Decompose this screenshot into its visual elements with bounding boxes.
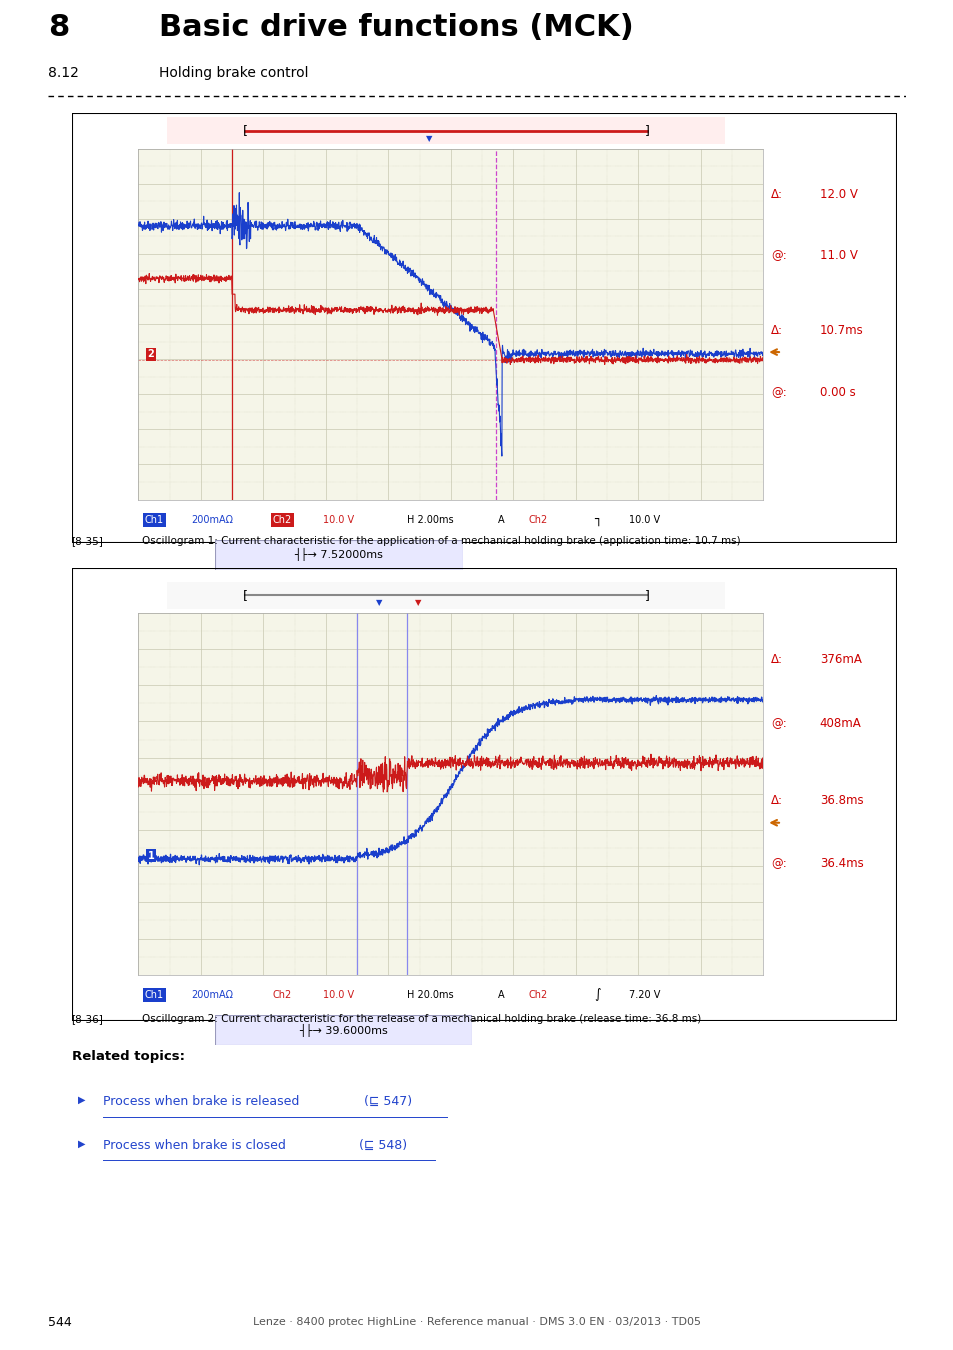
Text: ]: ] [644, 589, 649, 602]
Text: [8-35]: [8-35] [71, 536, 103, 547]
Text: Ch2: Ch2 [273, 514, 292, 525]
Text: ┐: ┐ [594, 513, 601, 526]
Text: A: A [497, 990, 504, 1000]
Text: Oscillogram 2: Current characteristic for the release of a mechanical holding br: Oscillogram 2: Current characteristic fo… [142, 1014, 700, 1025]
Text: ]: ] [644, 124, 649, 138]
Text: H 2.00ms: H 2.00ms [407, 514, 454, 525]
Text: [: [ [242, 124, 248, 138]
Text: Ch1: Ch1 [145, 514, 164, 525]
Text: 408mA: 408mA [819, 717, 861, 730]
Text: 12.0 V: 12.0 V [819, 188, 857, 201]
Text: @:: @: [770, 250, 786, 262]
Text: 10.0 V: 10.0 V [322, 990, 354, 1000]
Text: 544: 544 [48, 1316, 71, 1328]
Text: Process when brake is closed: Process when brake is closed [103, 1138, 286, 1152]
Text: @:: @: [770, 717, 786, 730]
Text: 1: 1 [148, 850, 154, 861]
Text: 10.0 V: 10.0 V [628, 514, 659, 525]
Text: Δ:: Δ: [770, 653, 782, 666]
Text: Δ:: Δ: [770, 188, 782, 201]
Text: Ch2: Ch2 [528, 514, 548, 525]
Text: 11.0 V: 11.0 V [819, 250, 857, 262]
Text: @:: @: [770, 386, 786, 398]
Text: Δ:: Δ: [770, 324, 782, 338]
Text: (⊑ 548): (⊑ 548) [358, 1138, 406, 1152]
Text: 2: 2 [148, 350, 154, 359]
Text: 200mAΩ: 200mAΩ [192, 514, 233, 525]
Text: ┤├→ 39.6000ms: ┤├→ 39.6000ms [298, 1023, 388, 1037]
Text: Ch1: Ch1 [145, 990, 164, 1000]
Text: [8-36]: [8-36] [71, 1014, 103, 1025]
Text: 200mAΩ: 200mAΩ [192, 990, 233, 1000]
Text: ┤├→ 7.52000ms: ┤├→ 7.52000ms [294, 548, 383, 562]
Text: ▶: ▶ [78, 1138, 86, 1149]
Text: A: A [497, 514, 504, 525]
Text: 36.4ms: 36.4ms [819, 857, 862, 871]
Text: Ch2: Ch2 [528, 990, 548, 1000]
Text: Δ:: Δ: [770, 794, 782, 807]
Text: Related topics:: Related topics: [71, 1050, 184, 1062]
Text: ▼: ▼ [415, 598, 421, 608]
Text: 376mA: 376mA [819, 653, 861, 666]
Text: ▶: ▶ [78, 1095, 86, 1106]
Text: H 20.0ms: H 20.0ms [407, 990, 454, 1000]
Text: 7.20 V: 7.20 V [628, 990, 659, 1000]
Text: ▼: ▼ [426, 134, 432, 143]
Text: Basic drive functions (MCK): Basic drive functions (MCK) [159, 14, 634, 42]
Text: 8: 8 [48, 14, 69, 42]
Text: ∫: ∫ [594, 988, 600, 1002]
Text: @:: @: [770, 857, 786, 871]
Text: Holding brake control: Holding brake control [159, 66, 309, 80]
Text: Oscillogram 1: Current characteristic for the application of a mechanical holdin: Oscillogram 1: Current characteristic fo… [142, 536, 740, 547]
Text: 10.0 V: 10.0 V [322, 514, 354, 525]
Text: 8.12: 8.12 [48, 66, 78, 80]
Text: Process when brake is released: Process when brake is released [103, 1095, 299, 1108]
Text: 10.7ms: 10.7ms [819, 324, 862, 338]
Text: 36.8ms: 36.8ms [819, 794, 862, 807]
Text: (⊑ 547): (⊑ 547) [364, 1095, 413, 1108]
Text: Lenze · 8400 protec HighLine · Reference manual · DMS 3.0 EN · 03/2013 · TD05: Lenze · 8400 protec HighLine · Reference… [253, 1318, 700, 1327]
Text: [: [ [242, 589, 248, 602]
Text: 0.00 s: 0.00 s [819, 386, 855, 398]
Text: Ch2: Ch2 [273, 990, 292, 1000]
Text: ▼: ▼ [375, 598, 382, 608]
